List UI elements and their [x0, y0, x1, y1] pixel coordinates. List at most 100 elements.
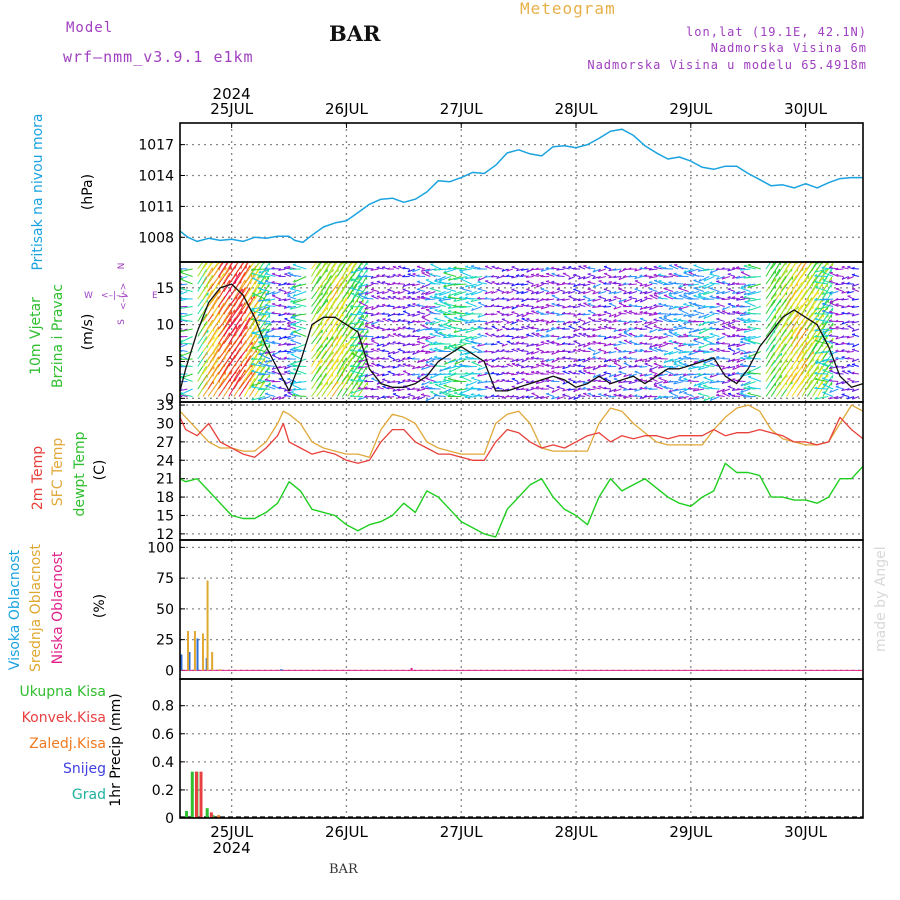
wind-vector-head	[416, 349, 420, 353]
wind-vector-head	[530, 284, 534, 287]
wind-vector-head	[653, 273, 657, 276]
wind-vector-head	[663, 332, 667, 335]
wind-vector	[786, 306, 799, 322]
wind-vector-head	[678, 356, 682, 359]
wind-vector-head	[520, 395, 524, 398]
wind-vector	[286, 306, 296, 308]
wind-vector-head	[653, 325, 657, 327]
wind-vector	[347, 262, 357, 277]
wind-vector-head	[678, 306, 682, 310]
wind-vector-head	[598, 318, 602, 320]
wind-vector-head	[397, 297, 401, 300]
wind-vector-head	[662, 364, 667, 368]
wind-vector-head	[530, 326, 534, 329]
wind-vector-head	[546, 272, 550, 275]
wind-vector	[251, 309, 266, 315]
wind-vector	[683, 283, 694, 286]
wind-vector	[397, 396, 405, 399]
wind-vector-head	[732, 296, 736, 298]
wind-vector-head	[511, 311, 515, 313]
wind-vector	[202, 282, 214, 300]
wind-vector	[648, 313, 658, 316]
wind-vector	[397, 342, 405, 345]
wind-vector-head	[568, 276, 571, 280]
wind-vector	[371, 306, 379, 311]
wind-vector-head	[506, 327, 510, 331]
wind-vector	[453, 317, 467, 322]
wind-vector	[653, 319, 663, 322]
wind-vector-head	[540, 312, 544, 315]
wind-vector-head	[743, 311, 747, 314]
wind-vector-head	[592, 319, 596, 322]
wind-vector-head	[644, 359, 648, 363]
wind-vector	[376, 364, 384, 367]
wind-vector	[568, 378, 576, 382]
wind-vector-head	[438, 292, 442, 296]
wind-vector-head	[283, 305, 287, 309]
wind-vector	[336, 275, 348, 292]
wind-vector-head	[286, 336, 290, 340]
wind-vector-head	[459, 338, 463, 342]
wind-vector-head	[491, 304, 495, 307]
wind-vector	[556, 366, 565, 369]
wind-vector-head	[587, 371, 591, 374]
wind-vector	[835, 274, 844, 277]
wind-vector-head	[364, 342, 368, 346]
wind-vector-head	[697, 306, 701, 310]
wind-vector-head	[551, 396, 554, 400]
wind-vector-head	[841, 365, 845, 369]
wind-vector-head	[841, 290, 845, 294]
wind-vector-head	[515, 282, 519, 286]
wind-vector-head	[283, 393, 287, 396]
wind-vector	[417, 396, 426, 401]
wind-vector-head	[387, 351, 391, 355]
wind-vector	[347, 276, 359, 292]
wind-vector	[765, 262, 775, 277]
wind-vector-head	[491, 281, 495, 283]
xtick-label-top: 26JUL	[325, 100, 368, 118]
wind-vector-head	[429, 295, 433, 298]
wind-vector-head	[663, 360, 667, 364]
wind-vector	[197, 292, 209, 307]
wind-vector	[618, 334, 627, 337]
wind-vector-head	[381, 373, 385, 377]
wind-vector	[592, 320, 601, 322]
wind-vector	[397, 327, 405, 330]
wind-vector-head	[748, 354, 751, 358]
wind-vector-head	[278, 396, 282, 400]
wind-vector	[815, 358, 829, 365]
wind-vector-head	[496, 357, 500, 360]
wind-vector	[284, 318, 291, 322]
wind-vector-head	[433, 341, 437, 344]
wind-vector-head	[653, 311, 657, 314]
wind-vector-head	[350, 390, 354, 394]
wind-vector	[218, 280, 230, 300]
wind-vector	[292, 313, 307, 317]
wind-vector	[835, 313, 844, 316]
wind-vector-head	[567, 364, 571, 367]
wind-vector	[316, 350, 327, 367]
wind-vector	[587, 310, 596, 315]
wind-vector-head	[814, 334, 818, 338]
wind-vector-head	[496, 297, 500, 300]
wind-vector	[347, 262, 354, 270]
wind-vector	[530, 298, 539, 301]
wind-vector	[350, 370, 364, 375]
wind-vector-head	[511, 394, 515, 398]
wind-vector-head	[465, 265, 469, 268]
wind-vector	[821, 321, 834, 325]
wind-vector-head	[814, 386, 818, 389]
wind-vector	[791, 282, 803, 300]
wind-vector-head	[688, 352, 692, 356]
wind-vector	[578, 291, 586, 295]
wind-vector-head	[556, 303, 560, 306]
wind-vector	[278, 321, 286, 323]
wind-vector	[822, 383, 834, 390]
wind-vector	[603, 387, 612, 390]
wind-vector-head	[673, 313, 677, 316]
wind-vector-head	[290, 315, 293, 319]
wind-vector	[434, 309, 446, 315]
wind-vector	[197, 262, 208, 277]
wind-vector	[775, 343, 786, 360]
wind-vector-head	[424, 327, 428, 331]
